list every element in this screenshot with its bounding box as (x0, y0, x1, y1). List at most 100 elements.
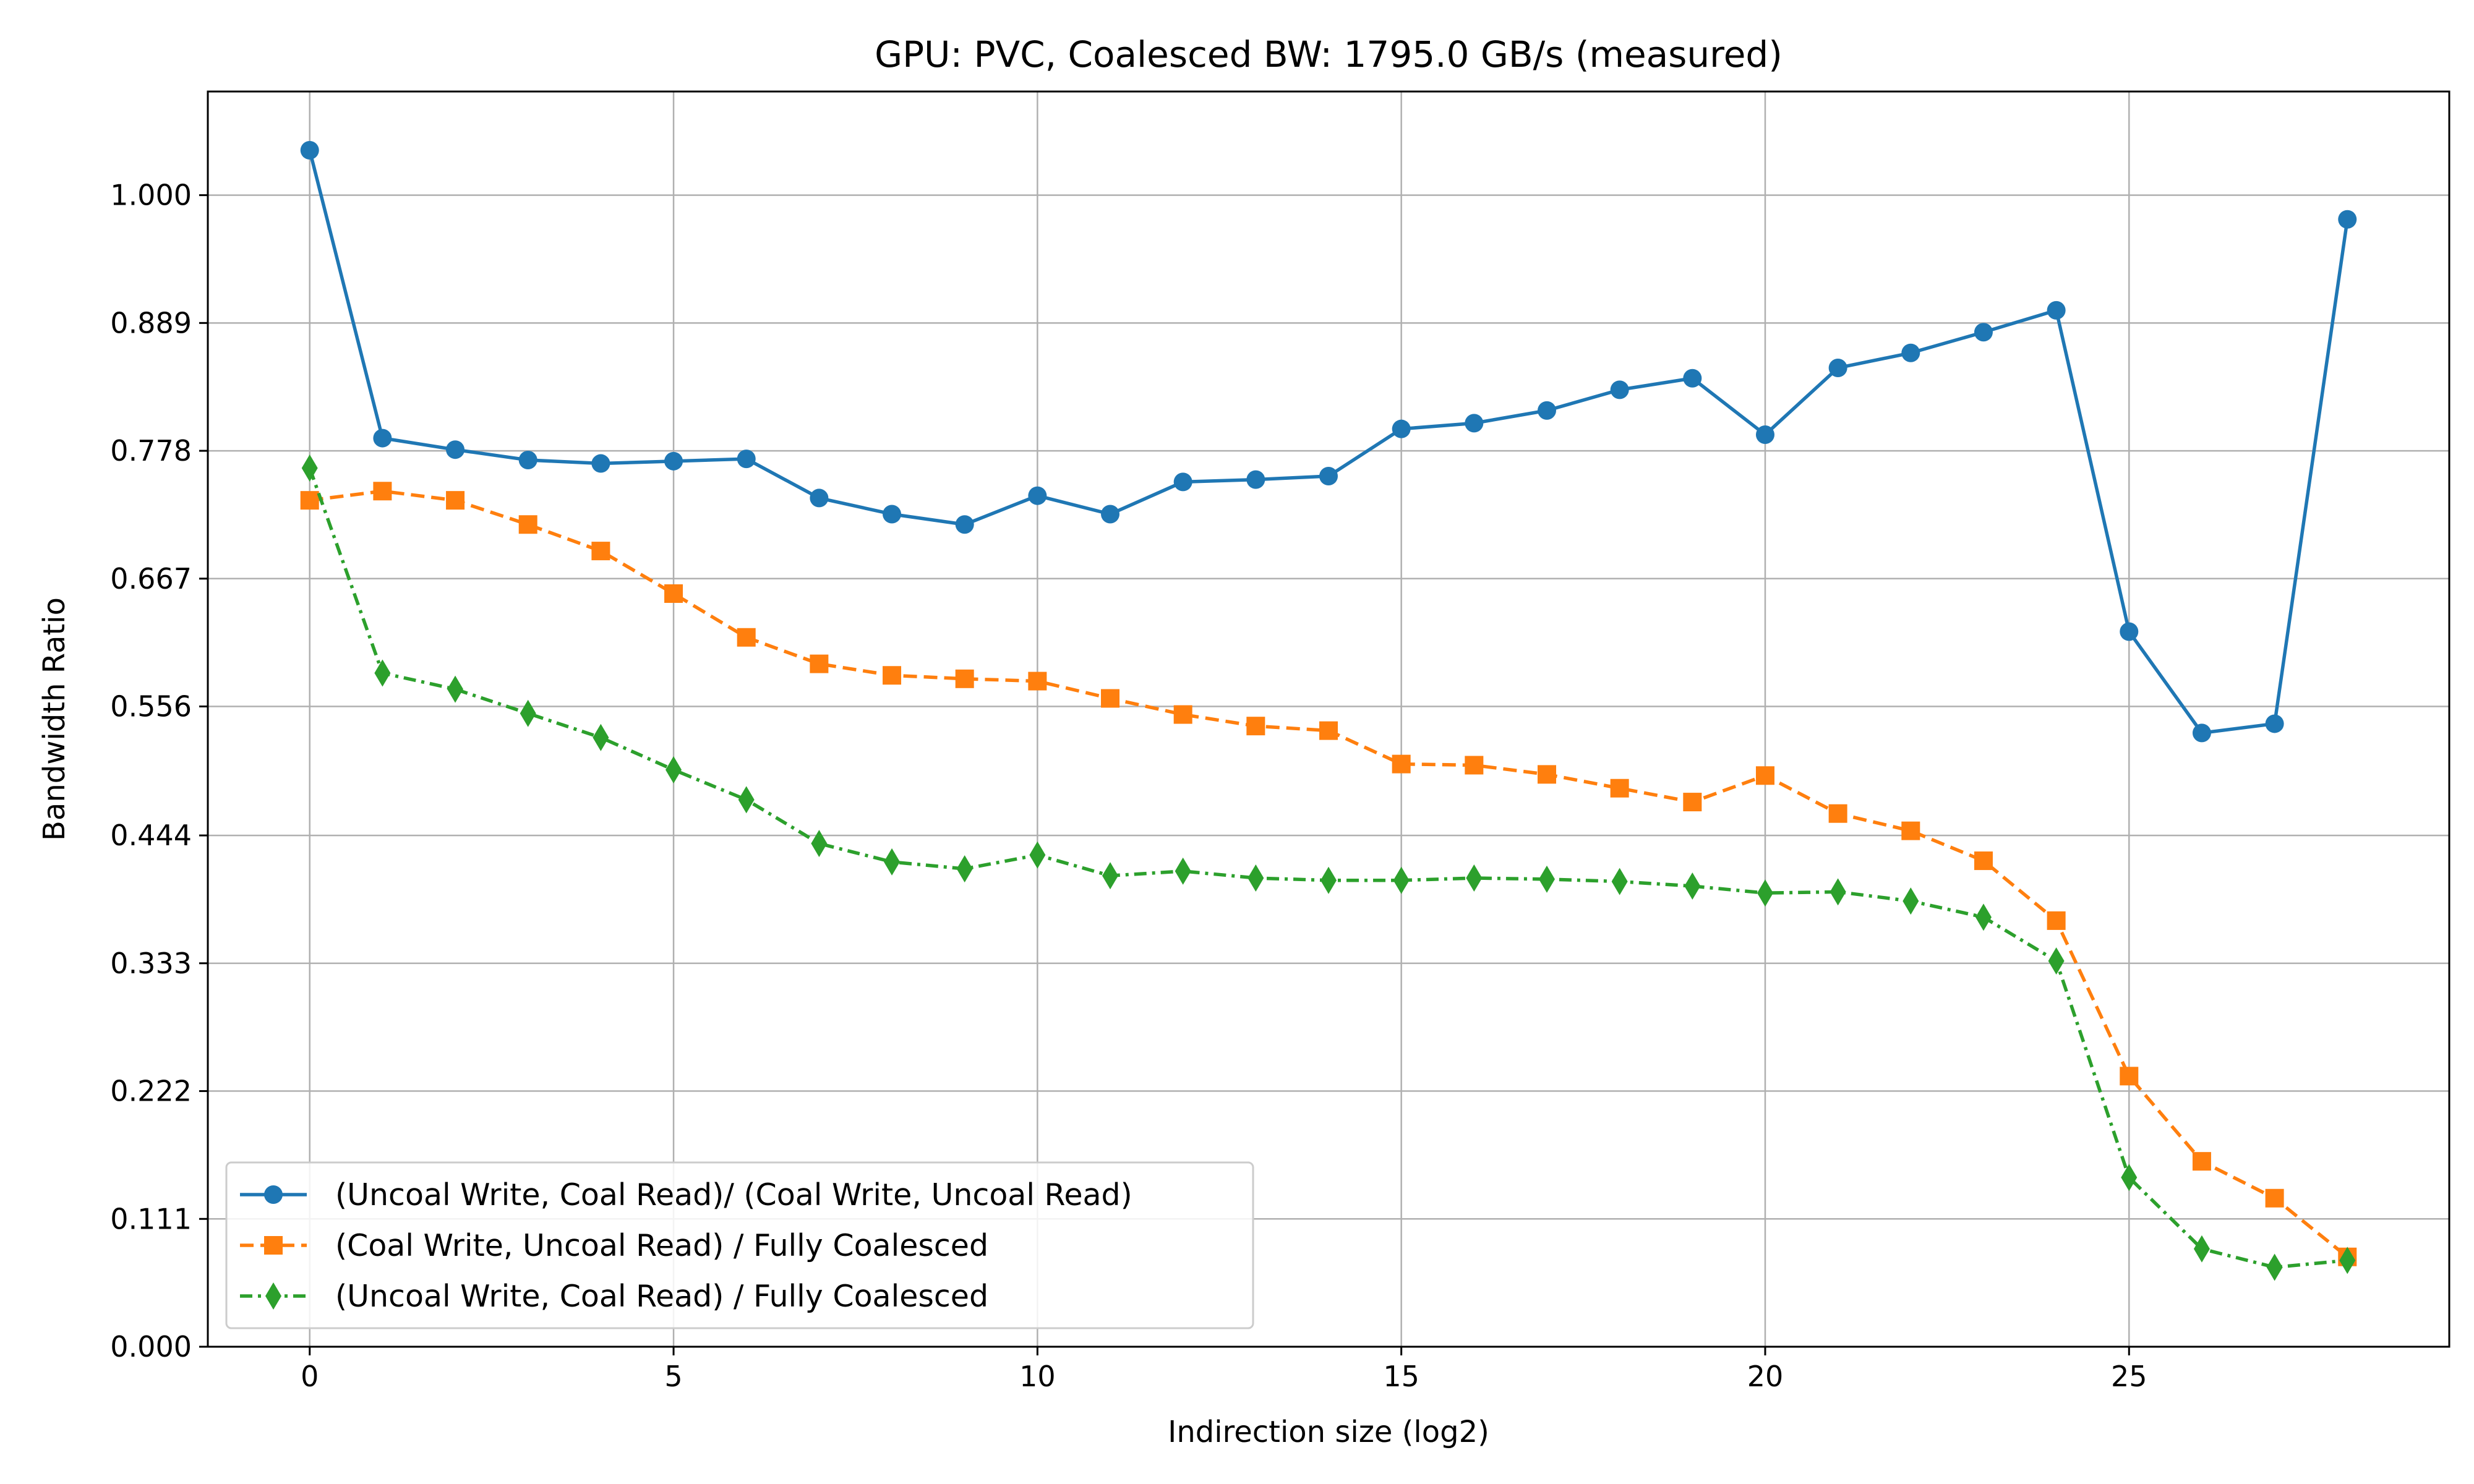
series-1-point (373, 429, 392, 448)
series-1-point (664, 451, 683, 471)
series-1-point (1755, 425, 1774, 444)
series-1 (300, 140, 2357, 743)
series-2-point (810, 654, 829, 673)
series-2-point (1173, 705, 1192, 724)
series-1-point (1683, 369, 1702, 388)
series-1-point (591, 454, 610, 473)
legend-marker (264, 1185, 283, 1204)
series-1-point (1828, 358, 1847, 377)
series-3-point (811, 830, 828, 858)
y-tick-label: 0.222 (110, 1075, 192, 1108)
y-tick-label: 0.000 (110, 1330, 192, 1363)
series-2-point (883, 666, 902, 685)
y-tick-label: 0.556 (110, 690, 192, 723)
series-3 (301, 454, 2356, 1281)
series-1-point (2338, 210, 2357, 229)
y-tick-label: 0.444 (110, 819, 192, 852)
legend-label: (Coal Write, Uncoal Read) / Fully Coales… (335, 1228, 988, 1263)
series-1-point (955, 515, 974, 534)
y-tick-label: 0.889 (110, 306, 192, 339)
series-3-point (738, 786, 755, 814)
series-2-point (591, 542, 610, 561)
series-2-point (1028, 672, 1047, 691)
series-2-point (955, 669, 974, 688)
legend-box (225, 1161, 1254, 1329)
series-3-point (1320, 866, 1337, 894)
series-2-point (1101, 689, 1120, 708)
series-3-point (374, 659, 391, 687)
y-axis-title: Bandwidth Ratio (37, 597, 72, 841)
y-tick-label: 1.000 (110, 179, 192, 212)
series-2-point (664, 584, 683, 603)
series-3-point (1830, 878, 1846, 906)
series-1-point (2120, 622, 2139, 641)
x-tick-label: 25 (2111, 1360, 2147, 1393)
series-2-point (1755, 766, 1774, 785)
series-2-point (2265, 1188, 2284, 1208)
series-3-point (666, 756, 682, 783)
legend-entry-2: (Coal Write, Uncoal Read) / Fully Coales… (240, 1228, 988, 1263)
series-2-point (737, 628, 756, 647)
chart-title: GPU: PVC, Coalesced BW: 1795.0 GB/s (mea… (875, 33, 1783, 75)
legend-marker (265, 1282, 281, 1310)
series-1-point (1537, 401, 1556, 420)
series-1-point (1101, 505, 1120, 524)
series-2-point (1683, 793, 1702, 812)
ticks: 0 5 10 15 20 25 0.000 0.111 0.222 0.333 0.444 0.556… (110, 179, 2147, 1393)
series-1-point (1246, 470, 1265, 489)
series-2-point (2047, 911, 2066, 930)
series-3-point (1248, 864, 1264, 892)
series-2-point (2120, 1067, 2139, 1086)
series-layer (300, 140, 2357, 1281)
series-2-point (1246, 717, 1265, 736)
series-2-point (1319, 721, 1338, 740)
series-1-point (1392, 419, 1411, 438)
series-1-point (883, 505, 902, 524)
series-2-point (300, 491, 319, 510)
y-tick-label: 0.778 (110, 434, 192, 467)
series-2-point (1610, 778, 1629, 798)
legend-entry-3: (Uncoal Write, Coal Read) / Fully Coales… (240, 1279, 988, 1314)
series-3-point (2048, 947, 2065, 975)
series-2-point (373, 482, 392, 501)
series-1-point (1974, 323, 1993, 342)
series-3-point (301, 454, 318, 482)
series-1-point (2192, 723, 2211, 743)
series-3-point (956, 855, 973, 883)
series-1-point (518, 450, 537, 469)
series-2-point (1828, 804, 1847, 823)
series-3-point (1684, 872, 1701, 900)
series-3-point (1029, 841, 1046, 869)
series-2 (300, 482, 2357, 1266)
series-1-point (300, 140, 319, 160)
series-1-point (2047, 301, 2066, 320)
series-3-point (593, 723, 609, 751)
legend-entry-1: (Uncoal Write, Coal Read)/ (Coal Write, … (240, 1177, 1132, 1213)
series-2-point (1465, 756, 1484, 775)
legend-label: (Uncoal Write, Coal Read)/ (Coal Write, … (335, 1177, 1132, 1213)
x-tick-label: 15 (1383, 1360, 1419, 1393)
series-3-point (520, 699, 536, 727)
series-1-point (2265, 714, 2284, 733)
series-1-point (810, 488, 829, 508)
series-3-point (1175, 857, 1191, 885)
series-2-point (1537, 765, 1556, 784)
y-tick-label: 0.667 (110, 562, 192, 595)
series-3-point (1393, 866, 1410, 894)
series-3-point (1975, 903, 1992, 931)
series-3-point (1102, 862, 1119, 890)
series-1-point (1028, 486, 1047, 505)
series-3-point (1611, 868, 1628, 895)
series-2-point (1392, 754, 1411, 774)
series-3-point (1466, 864, 1483, 892)
series-3-point (1757, 879, 1773, 907)
series-3-point (884, 848, 901, 876)
series-1-point (1319, 467, 1338, 486)
y-tick-label: 0.333 (110, 947, 192, 980)
series-3-point (1538, 865, 1555, 893)
series-2-point (1901, 821, 1920, 840)
series-1-point (1610, 380, 1629, 399)
series-2-point (1974, 851, 1993, 871)
